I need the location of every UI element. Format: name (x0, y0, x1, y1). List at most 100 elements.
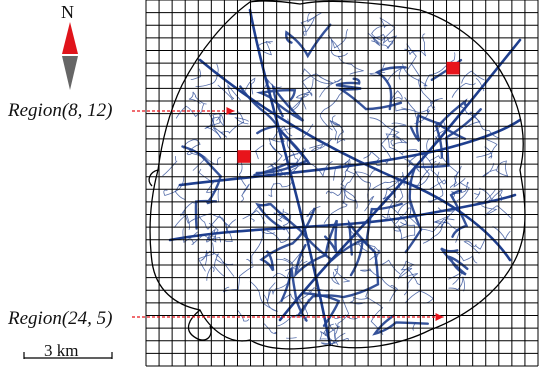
road (407, 269, 421, 286)
major-road (280, 268, 308, 322)
major-road (285, 23, 332, 59)
road (190, 222, 219, 245)
road (406, 43, 417, 71)
road (401, 107, 431, 124)
road (254, 145, 265, 160)
road (222, 266, 254, 293)
road (449, 165, 462, 188)
road (475, 77, 485, 92)
road (385, 133, 408, 156)
road (263, 323, 277, 335)
road (319, 86, 354, 131)
road (188, 91, 207, 105)
road (301, 68, 343, 85)
road (272, 257, 294, 280)
road (429, 161, 446, 190)
road (295, 148, 333, 178)
road (427, 98, 443, 114)
road (381, 189, 397, 219)
road (340, 161, 357, 202)
road-network (162, 8, 522, 347)
road (422, 33, 426, 57)
road (371, 17, 396, 41)
road (463, 238, 486, 254)
road (405, 290, 434, 304)
road (433, 215, 449, 229)
major-road (259, 207, 316, 272)
road (479, 187, 503, 201)
road (334, 299, 350, 339)
north-arrow-icon (62, 22, 78, 90)
arterial-road (278, 38, 522, 322)
north-label: N (61, 2, 74, 22)
road (286, 337, 297, 339)
road (482, 160, 509, 177)
road (183, 139, 201, 156)
road (242, 210, 266, 225)
road (397, 202, 455, 233)
road (249, 202, 270, 222)
region-label-24-5: Region(24, 5) (8, 308, 113, 329)
road (389, 90, 409, 112)
road (267, 143, 283, 168)
road (451, 82, 476, 98)
road (461, 70, 485, 84)
road (234, 117, 249, 125)
major-road (255, 124, 309, 175)
road (249, 281, 278, 312)
road (448, 276, 466, 292)
highlighted-region-cell (237, 150, 251, 163)
road (237, 309, 249, 322)
road (189, 148, 221, 171)
road (217, 84, 241, 101)
road (412, 322, 416, 331)
highlighted-regions (237, 61, 460, 163)
road (388, 215, 416, 240)
region-pointers (132, 107, 444, 321)
road (371, 33, 398, 49)
road (389, 285, 399, 302)
road (241, 183, 250, 202)
major-road (372, 314, 429, 336)
road (492, 226, 511, 241)
road (328, 318, 339, 346)
road (195, 63, 219, 88)
road (206, 265, 215, 281)
road (306, 206, 321, 217)
road (456, 182, 470, 201)
road (333, 158, 355, 181)
arrow-head-icon (435, 313, 444, 321)
road (174, 184, 186, 200)
road (268, 181, 293, 197)
road (257, 41, 273, 56)
road (175, 103, 205, 119)
road (353, 168, 375, 212)
road (198, 168, 220, 203)
road (328, 29, 349, 49)
region-grid (145, 0, 539, 367)
road (474, 191, 481, 200)
road (404, 273, 418, 296)
road (163, 175, 185, 196)
major-road (409, 98, 468, 142)
road (331, 265, 351, 285)
road (162, 156, 178, 177)
road (190, 68, 202, 80)
road (300, 16, 315, 36)
road (458, 104, 481, 128)
highlighted-region-cell (446, 61, 460, 75)
road (325, 186, 358, 209)
region-label-8-12: Region(8, 12) (8, 100, 113, 121)
road (331, 338, 349, 344)
road (184, 209, 236, 232)
road (424, 52, 456, 90)
road (200, 250, 234, 265)
road (334, 314, 358, 320)
road (277, 314, 304, 327)
road (307, 11, 322, 23)
road (209, 113, 228, 139)
road (486, 139, 498, 160)
road (276, 293, 308, 321)
road (481, 205, 511, 219)
